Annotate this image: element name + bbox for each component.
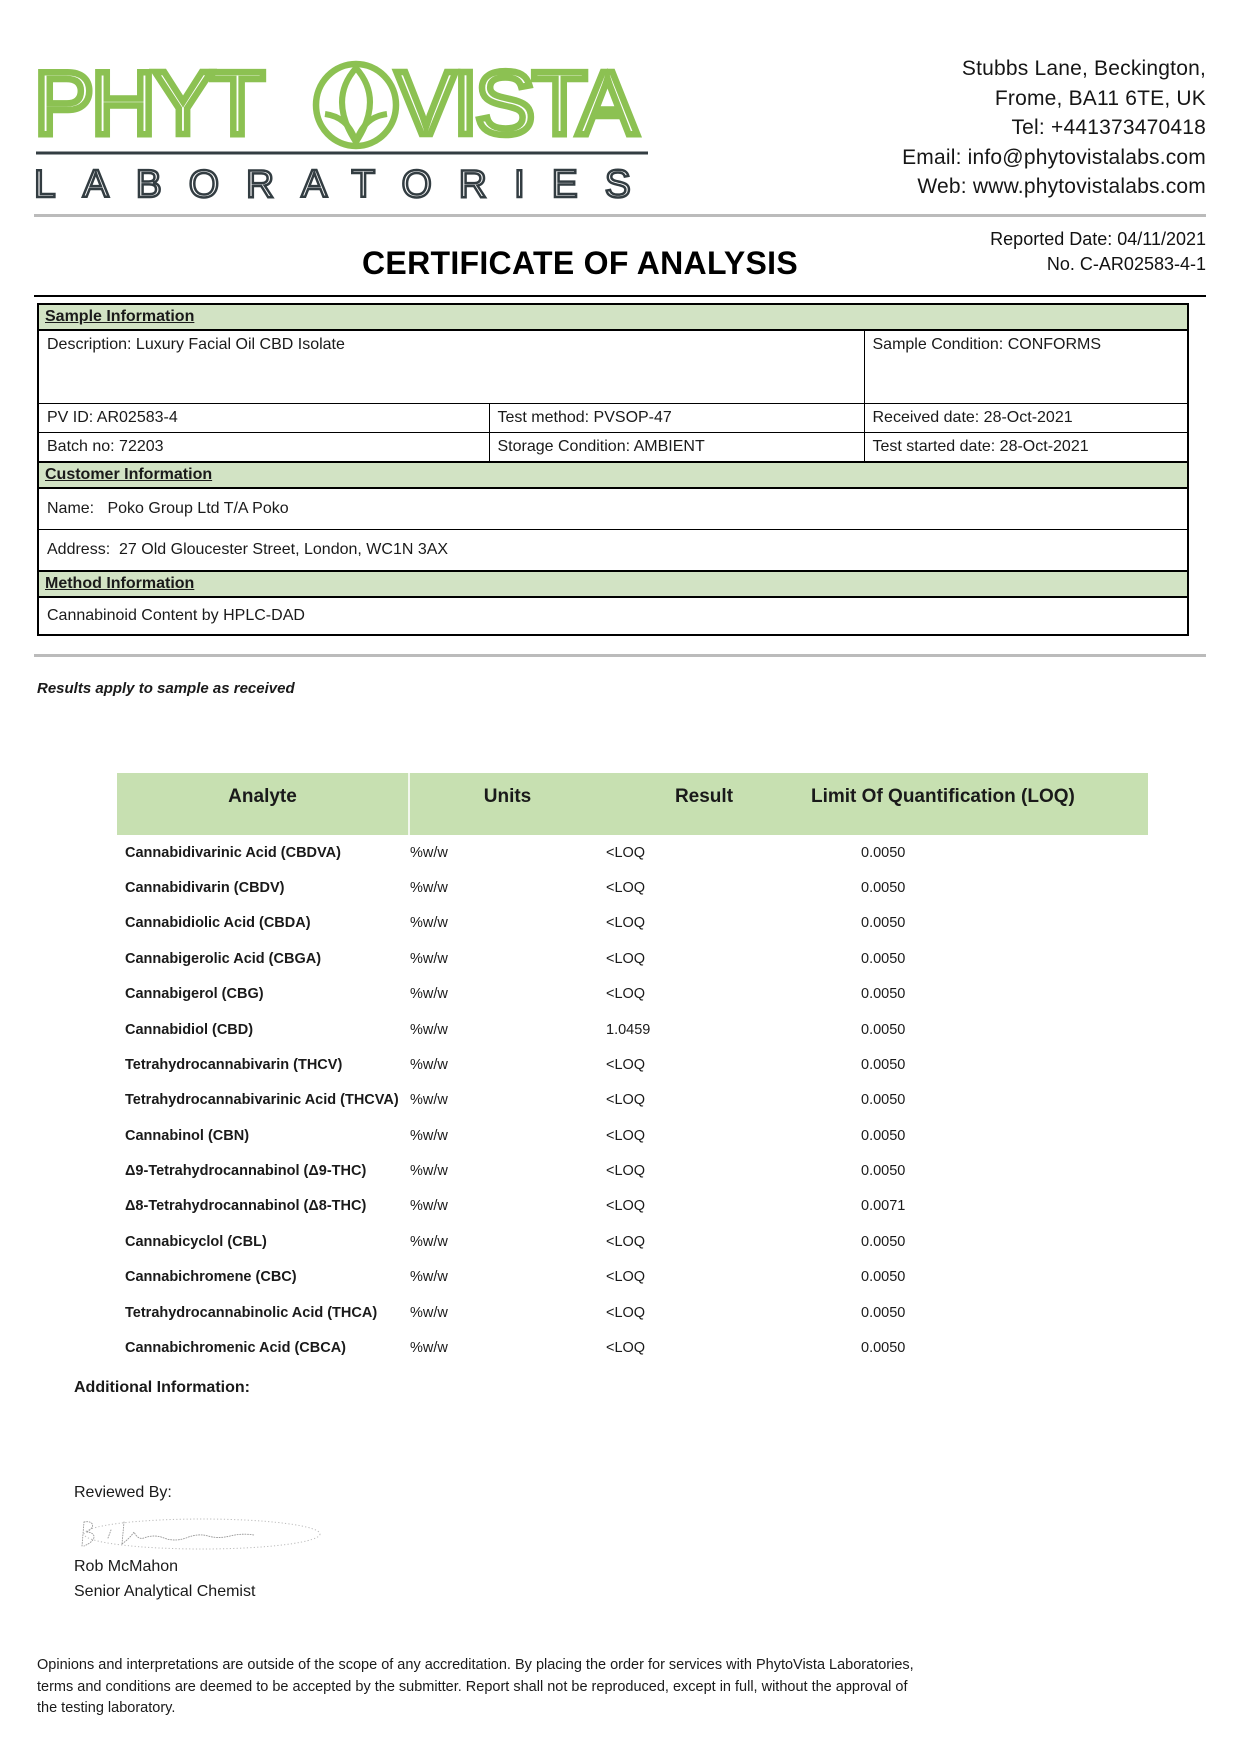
svg-text:LABORATORIES: LABORATORIES <box>34 163 658 206</box>
svg-text:PHYT: PHYT <box>34 58 263 154</box>
svg-text:VISTA: VISTA <box>396 58 637 154</box>
